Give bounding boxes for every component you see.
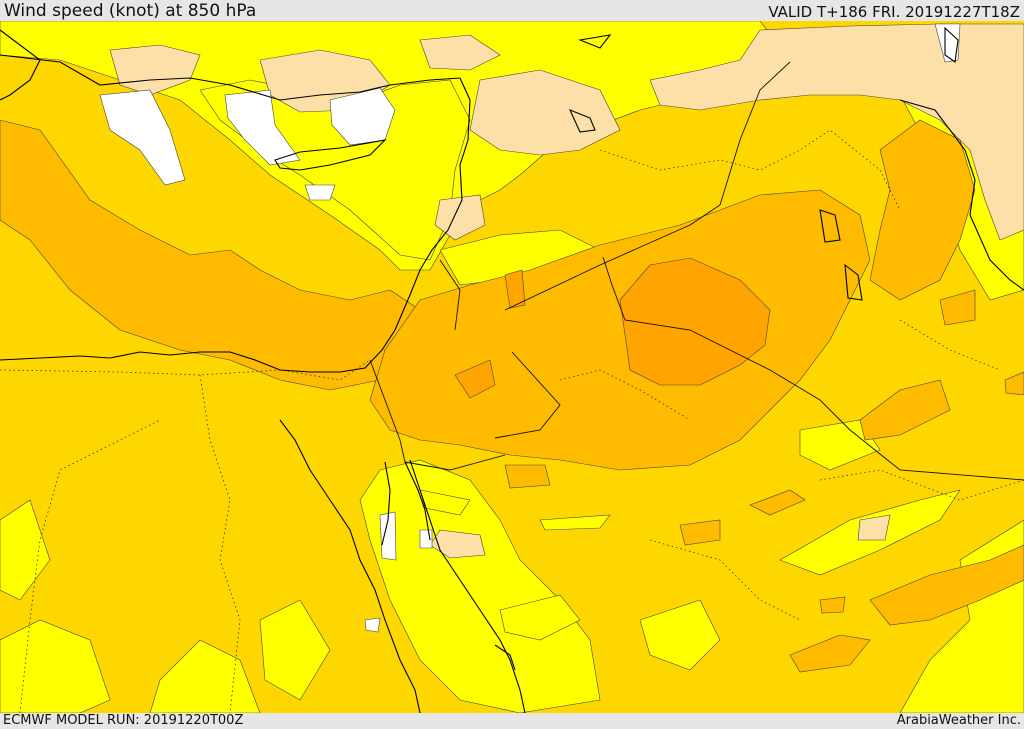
country-borders [0,129,1024,713]
field-amber [0,119,1024,673]
valid-time: VALID T+186 FRI. 20191227T18Z [768,3,1020,21]
coastlines [0,26,1024,713]
field-orange [454,257,771,399]
map-header: Wind speed (knot) at 850 hPa VALID T+186… [0,0,1024,21]
field-white [99,23,961,633]
model-run: ECMWF MODEL RUN: 20191220T00Z [3,713,244,728]
map-title: Wind speed (knot) at 850 hPa [4,1,257,21]
map-footer: ECMWF MODEL RUN: 20191220T00Z ArabiaWeat… [0,713,1024,729]
political-borders [369,61,1024,481]
wind-speed-map [0,21,1024,713]
credit: ArabiaWeather Inc. [896,713,1021,728]
map-canvas [0,21,1024,713]
